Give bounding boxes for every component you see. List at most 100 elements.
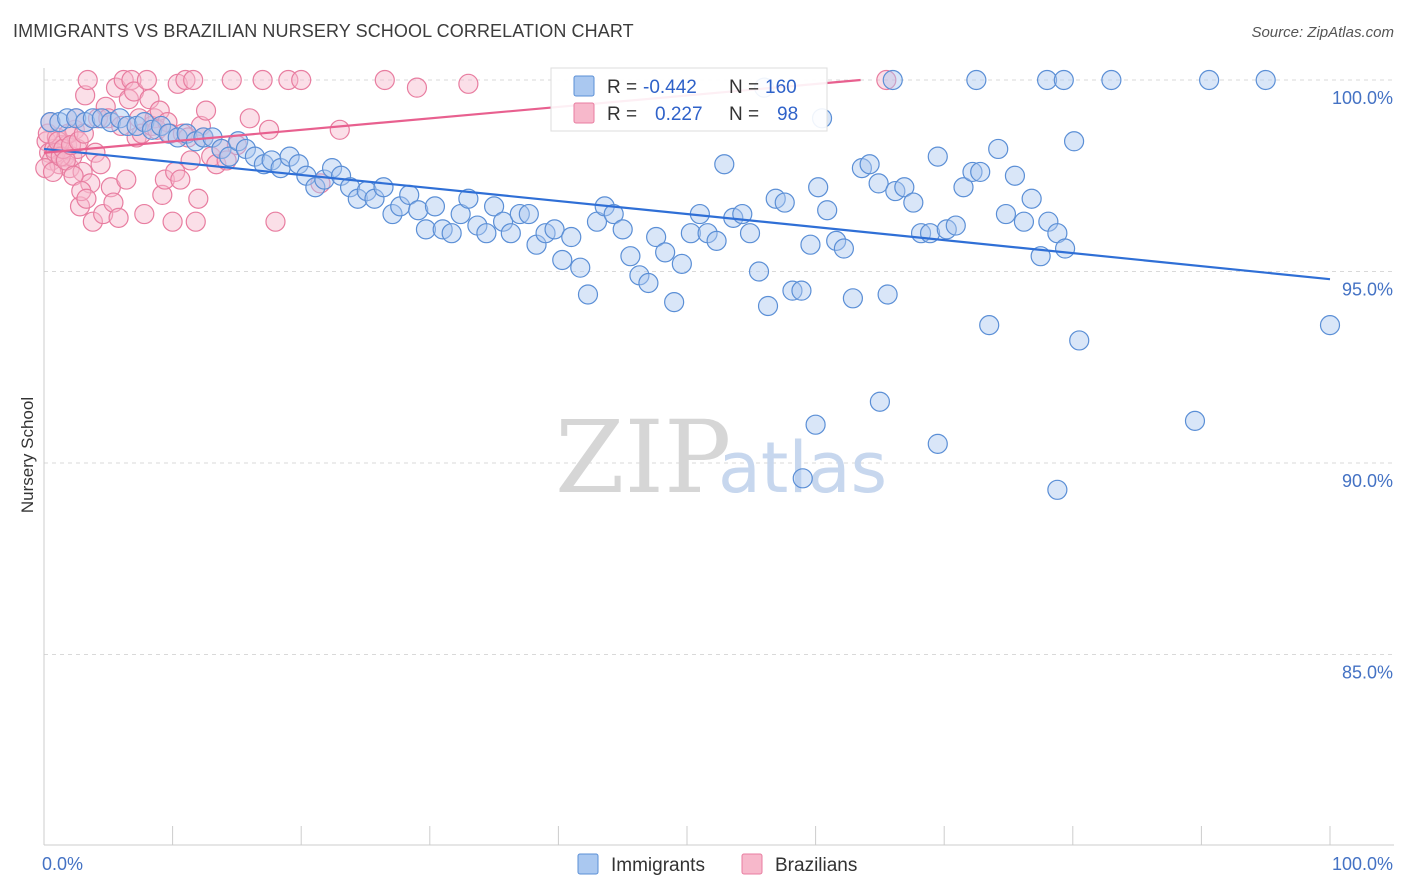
brazilians-point-26 [103,192,124,213]
immigrants-point-127 [1255,69,1276,91]
brazilians-point-46 [154,169,175,190]
immigrants-point-110 [979,315,1000,336]
immigrants-point-121 [882,69,903,91]
immigrants-point-72 [655,242,676,263]
immigrants-point-62 [570,257,591,278]
immigrants-point-47 [441,223,462,244]
immigrants-point-100 [894,177,915,198]
immigrants-point-53 [493,211,514,232]
immigrants-point-32 [314,169,335,190]
brazilians-point-69 [239,108,260,129]
immigrants-point-75 [680,223,701,244]
immigrants-point-40 [382,203,403,225]
immigrants-point-125 [1101,69,1122,91]
immigrants-point-20 [211,138,232,160]
immigrants-point-44 [415,219,437,240]
immigrants-point-78 [706,230,727,251]
immigrants-point-132 [1047,479,1068,500]
legend-swatch-immigrants [573,75,595,97]
brazilians-point-70 [252,69,273,91]
axes [43,68,1394,846]
immigrants-point-84 [757,295,779,317]
immigrants-point-107 [953,177,974,198]
immigrants-point-70 [638,272,659,294]
y-tick-label-1: 95.0% [1342,280,1393,300]
immigrants-point-21 [219,146,240,167]
immigrants-point-133 [1069,330,1090,351]
immigrants-point-113 [1004,165,1026,186]
y-axis-title: Nursery School [18,397,37,513]
immigrants-point-93 [833,238,854,259]
immigrants-point-56 [518,203,539,225]
immigrants-point-61 [561,226,582,248]
legend-n-value-immigrants: 160 [765,77,797,98]
brazilians-point-57 [183,69,204,91]
brazilians-point-58 [185,211,206,232]
immigrants-point-60 [552,249,573,271]
brazilians-point-77 [374,69,395,91]
legend-box [550,67,828,132]
immigrants-point-131 [792,468,813,489]
legend-r-label-brazilians: R = [607,104,637,125]
y-tick-label-3: 85.0% [1342,663,1393,683]
immigrants-point-67 [612,219,633,240]
brazilians-point-56 [180,150,201,171]
immigrants-point-89 [800,234,821,255]
legend-n-label-brazilians: N = [729,104,759,125]
immigrants-point-49 [458,188,479,209]
brazilians-point-49 [162,211,183,232]
immigrants-point-45 [424,196,446,217]
brazilians-point-24 [98,108,119,129]
immigrants-point-101 [903,192,924,213]
brazilians-point-15 [75,85,96,106]
immigrants-point-88 [791,280,812,301]
brazilians-point-38 [134,203,155,225]
brazilians-point-72 [265,211,286,232]
immigrants-point-96 [859,154,880,175]
legend-bottom-label-brazilians: Brazilians [775,855,857,876]
legend-r-label-immigrants: R = [607,77,637,98]
brazilians-point-62 [195,100,217,121]
immigrants-point-97 [868,173,889,194]
brazilians-point-40 [139,89,160,110]
immigrants-point-126 [1199,69,1220,91]
immigrants-point-120 [1063,131,1085,152]
y-tick-label-2: 90.0% [1342,471,1393,491]
immigrants-point-35 [339,177,361,198]
immigrants-point-119 [1054,238,1076,259]
x-tick-label-0: 0.0% [42,854,83,874]
legend-bottom-swatch-brazilians [741,853,763,875]
immigrants-point-104 [927,146,948,167]
immigrants-point-109 [970,161,991,183]
immigrants-point-123 [1036,69,1058,91]
brazilians-point-64 [206,154,227,175]
watermark-zip-text: ZIP [555,399,731,516]
immigrants-point-13 [150,115,172,137]
brazilians-point-45 [152,184,173,205]
immigrants-point-79 [714,154,735,175]
immigrants-point-74 [671,253,692,274]
immigrants-point-8 [109,108,130,129]
brazilians-point-31 [116,169,137,190]
brazilians-point-18 [82,211,103,232]
chart-title: IMMIGRANTS VS BRAZILIAN NURSERY SCHOOL C… [13,21,634,41]
immigrants-point-73 [664,292,685,313]
immigrants-point-94 [842,288,863,309]
brazilians-point-67 [221,69,242,91]
brazilians-point-52 [170,169,191,190]
brazilians-point-44 [149,100,170,121]
correlation-legend: R = -0.442 N = 160 R = 0.227 N = 98 [550,67,828,132]
x-tick-label-1: 100.0% [1332,854,1393,874]
x-tick-labels: 0.0% 100.0% [42,854,1393,874]
immigrants-point-92 [826,230,847,251]
y-tick-label-0: 100.0% [1332,88,1393,108]
immigrants-point-86 [774,192,795,213]
legend-r-value-brazilians: 0.227 [655,104,703,125]
immigrants-point-66 [603,203,624,225]
immigrants-point-124 [1053,69,1074,91]
legend-swatch-brazilians [573,102,595,124]
brazilians-point-28 [108,207,129,228]
immigrants-point-108 [962,161,983,183]
immigrants-point-11 [134,112,155,133]
legend-bottom-label-immigrants: Immigrants [611,855,705,876]
